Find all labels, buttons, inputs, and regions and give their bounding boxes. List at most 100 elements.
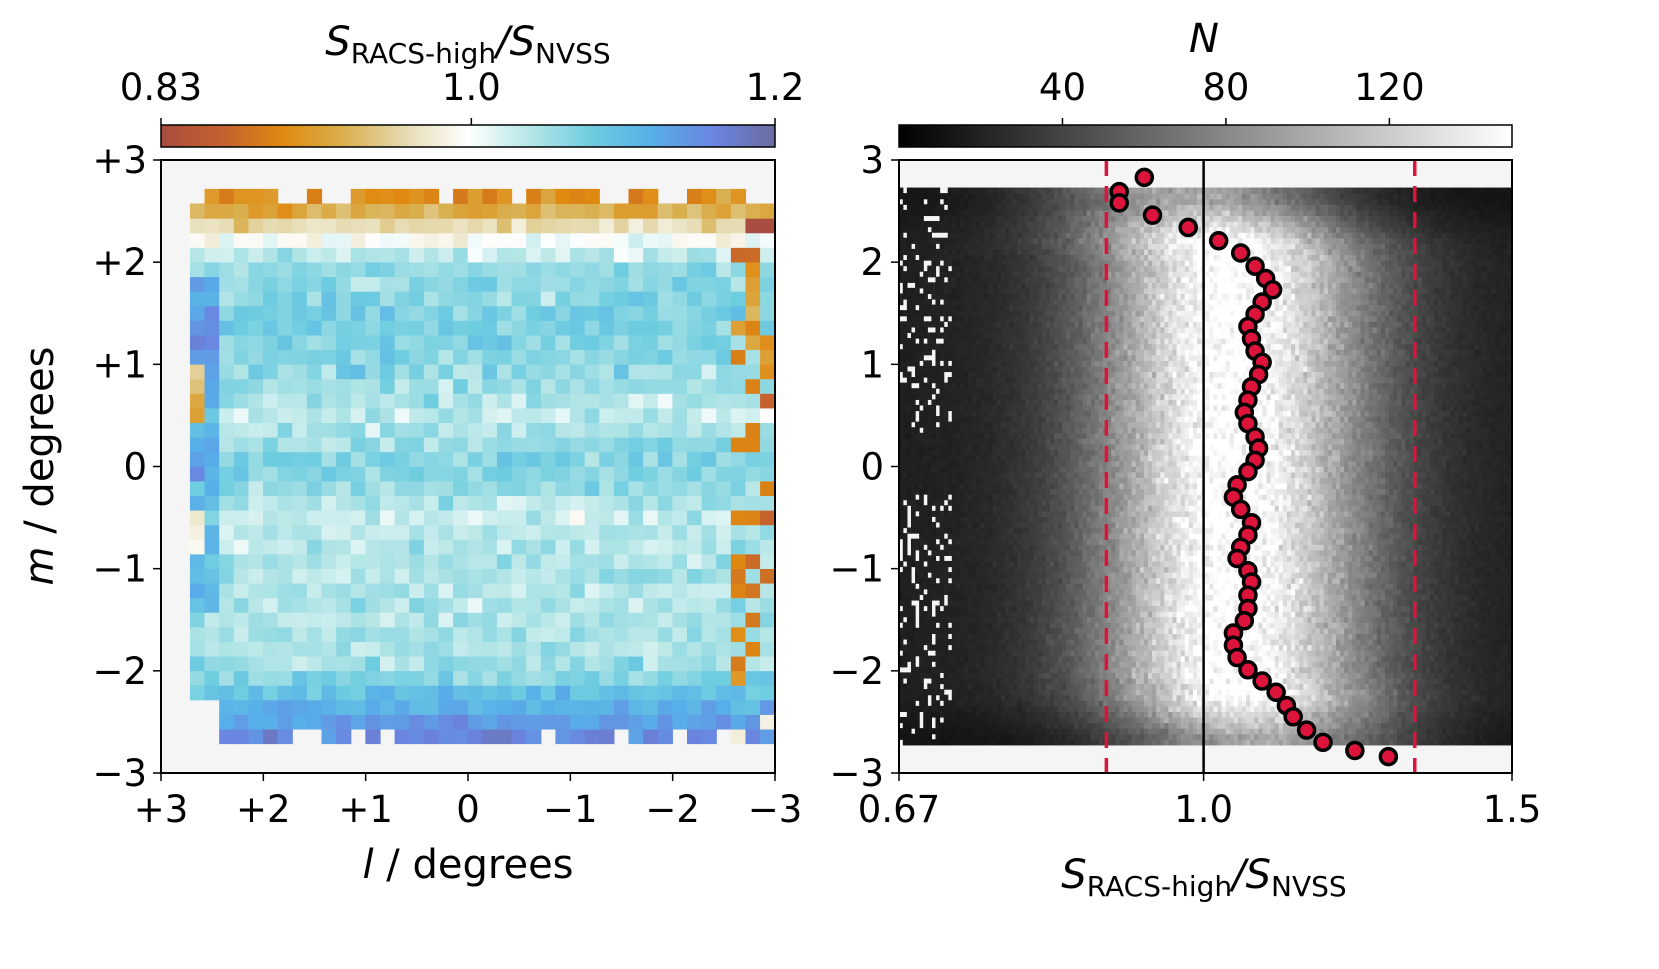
- heatmap-cell: [248, 655, 264, 672]
- histogram-cell: [1049, 650, 1055, 657]
- histogram-cell: [1503, 638, 1509, 646]
- histogram-cell: [1119, 739, 1125, 746]
- histogram-cell: [1246, 689, 1251, 696]
- heatmap-cell: [321, 407, 337, 424]
- histogram-cell: [1331, 655, 1337, 662]
- histogram-cell: [906, 622, 912, 629]
- heatmap-cell: [657, 524, 673, 540]
- histogram-cell: [1491, 661, 1496, 668]
- heatmap-cell: [204, 334, 220, 351]
- histogram-cell: [1507, 683, 1512, 690]
- histogram-cell: [1045, 705, 1051, 712]
- histogram-cell: [1446, 616, 1451, 623]
- histogram-cell: [1254, 633, 1259, 640]
- histogram-cell: [943, 644, 949, 651]
- histogram-cell: [919, 650, 924, 657]
- histogram-cell: [1507, 661, 1512, 668]
- histogram-cell: [1393, 694, 1398, 701]
- heatmap-cell: [365, 524, 381, 540]
- histogram-cell: [992, 728, 998, 735]
- histogram-cell: [906, 694, 912, 701]
- histogram-cell: [1368, 711, 1374, 718]
- histogram-cell: [1446, 666, 1451, 673]
- histogram-cell: [1045, 672, 1051, 679]
- histogram-cell: [1009, 633, 1014, 640]
- heatmap-cell: [745, 685, 761, 701]
- histogram-cell: [1058, 666, 1063, 673]
- histogram-cell: [1438, 633, 1443, 640]
- histogram-cell: [1013, 666, 1018, 673]
- histogram-cell: [1229, 705, 1235, 712]
- histogram-cell: [1147, 716, 1153, 724]
- heatmap-cell: [628, 188, 644, 205]
- heatmap-cell: [599, 218, 615, 234]
- histogram-cell: [1123, 689, 1129, 696]
- heatmap-cell: [233, 641, 250, 657]
- histogram-cell: [1372, 644, 1378, 651]
- heatmap-cell: [321, 524, 337, 540]
- histogram-cell: [1479, 644, 1484, 651]
- histogram-cell: [1209, 694, 1214, 701]
- heatmap-cell: [613, 261, 630, 278]
- heatmap-cell: [584, 539, 600, 555]
- histogram-cell: [1487, 705, 1492, 712]
- heatmap-cell: [745, 553, 761, 569]
- histogram-cell: [1499, 700, 1505, 707]
- histogram-cell: [1393, 728, 1398, 735]
- heatmap-cell: [482, 364, 498, 380]
- histogram-cell: [1176, 728, 1182, 735]
- heatmap-cell: [686, 685, 703, 701]
- histogram-cell: [1483, 655, 1488, 662]
- histogram-cell: [1327, 711, 1333, 718]
- histogram-cell: [1454, 694, 1460, 701]
- histogram-cell: [1221, 700, 1227, 707]
- heatmap-cell: [511, 305, 527, 321]
- histogram-cell: [1438, 650, 1443, 657]
- histogram-cell: [1123, 700, 1129, 707]
- heatmap-cell: [526, 188, 542, 205]
- heatmap-cell: [672, 451, 688, 467]
- heatmap-cell: [672, 480, 688, 496]
- histogram-cell: [968, 666, 973, 673]
- heatmap-cell: [716, 495, 732, 511]
- histogram-cell: [1417, 689, 1423, 696]
- heatmap-cell: [686, 247, 703, 263]
- heatmap-cell: [438, 320, 454, 336]
- histogram-cell: [1176, 616, 1182, 623]
- heatmap-cell: [219, 276, 235, 292]
- histogram-cell: [1295, 733, 1300, 740]
- heatmap-cell: [350, 334, 366, 351]
- histogram-cell: [1352, 650, 1358, 657]
- heatmap-cell: [350, 203, 366, 219]
- heatmap-cell: [686, 524, 703, 540]
- heatmap-cell: [233, 291, 250, 307]
- histogram-cell: [923, 722, 928, 729]
- heatmap-cell: [555, 539, 571, 555]
- histogram-cell: [1434, 700, 1439, 707]
- heatmap-cell: [365, 451, 381, 467]
- heatmap-cell: [628, 422, 644, 438]
- histogram-cell: [1127, 711, 1133, 718]
- histogram-cell: [1295, 700, 1300, 707]
- histogram-cell: [1295, 666, 1300, 673]
- heatmap-cell: [467, 291, 483, 307]
- heatmap-cell: [540, 203, 557, 219]
- histogram-cell: [1344, 689, 1349, 696]
- histogram-cell: [1421, 650, 1427, 657]
- heatmap-cell: [555, 218, 571, 234]
- histogram-cell: [1184, 622, 1190, 629]
- histogram-cell: [910, 616, 916, 623]
- histogram-cell: [1192, 644, 1198, 651]
- histogram-cell: [988, 655, 994, 662]
- heatmap-cell: [540, 188, 557, 205]
- histogram-cell: [1315, 616, 1321, 623]
- histogram-cell: [1360, 666, 1366, 673]
- histogram-cell: [964, 622, 969, 629]
- heatmap-cell: [306, 539, 323, 555]
- histogram-cell: [1274, 661, 1280, 668]
- histogram-cell: [1421, 694, 1427, 701]
- heatmap-cell: [511, 670, 527, 686]
- histogram-cell: [1070, 700, 1076, 707]
- histogram-cell: [1127, 677, 1133, 685]
- histogram-cell: [1429, 711, 1435, 718]
